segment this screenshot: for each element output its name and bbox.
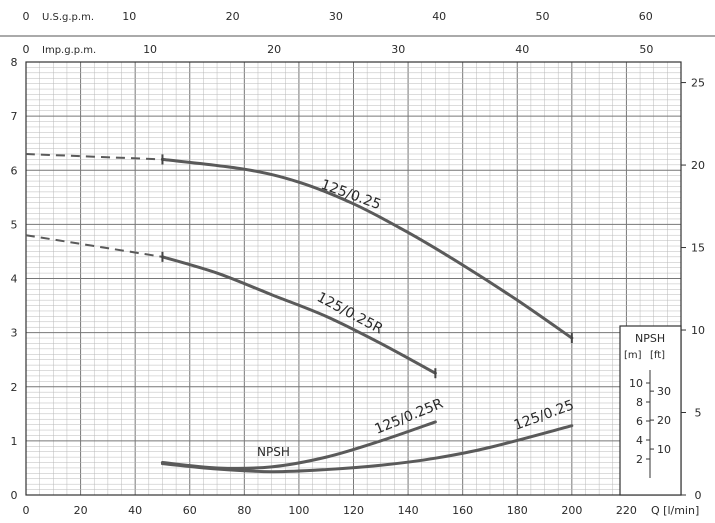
us-gpm-tick-label: 40 [432,10,446,23]
imp-gpm-tick-label: 30 [391,43,405,56]
plot-frame [25,61,682,496]
y-right-tick-label: 10 [691,324,705,337]
y-right-tick-label: 20 [691,159,705,172]
x-tick-label: 40 [128,504,142,517]
top-axes: U.S.g.p.m. Imp.g.p.m. [0,12,715,56]
imp-gpm-tick-label: 40 [515,43,529,56]
npsh-m-tick-label: 2 [636,453,643,466]
series-line-3 [160,424,574,474]
us-gpm-tick-label: 10 [122,10,136,23]
imp-gpm-tick-label: 0 [23,43,30,56]
x-tick-label: 80 [237,504,251,517]
x-tick-label: 160 [452,504,473,517]
x-tick-label: 140 [398,504,419,517]
y-left-tick-label: 5 [11,218,18,231]
x-axis-label: Q [l/min] [651,504,699,517]
x-tick-label: 60 [183,504,197,517]
x-tick-label: 180 [507,504,528,517]
top-tick-labels: 0 10 20 30 40 50 60 0 10 20 30 40 50 [23,10,654,56]
series-line-0 [160,157,574,340]
imp-gpm-tick-label: 10 [143,43,157,56]
y-left-tick-label: 4 [11,273,18,286]
npsh-inset-title: NPSH [635,332,665,345]
npsh-ft-tick-label: 20 [657,414,671,427]
y-left-tick-label: 3 [11,327,18,340]
x-tick-label: 100 [288,504,309,517]
npsh-m-tick-label: 6 [636,415,643,428]
series-line-1 [160,255,437,375]
npsh-m-tick-label: 4 [636,434,643,447]
series-extrapolation-0 [25,153,163,161]
npsh-unit-m: [m] [624,350,642,361]
npsh-scale-inset: NPSH [m] [ft] 2 4 6 8 10 10 20 30 [619,325,682,496]
y-right-tick-label: 15 [691,242,705,255]
us-gpm-tick-label: 60 [639,10,653,23]
label-head-125-025r: 125/0.25R [314,289,386,337]
y-left-tick-label: 0 [11,489,18,502]
x-tick-label: 0 [23,504,30,517]
x-tick-labels: 0 20 40 60 80 100 120 140 160 180 200 220 [23,504,637,517]
npsh-curve-label: NPSH [257,445,290,459]
left-y-tick-labels: 0 1 2 3 4 5 6 7 8 [11,56,18,502]
y-right-tick-label: 25 [691,77,705,90]
y-right-tick-label: 5 [695,407,702,420]
y-left-tick-label: 8 [11,56,18,69]
right-y-tick-labels: 0 5 10 15 20 25 [681,77,705,502]
x-tick-label: 200 [561,504,582,517]
npsh-m-tick-label: 10 [629,377,643,390]
npsh-unit-ft: [ft] [650,350,665,361]
imp-gpm-tick-label: 20 [267,43,281,56]
x-tick-label: 20 [74,504,88,517]
npsh-m-tick-label: 8 [636,396,643,409]
y-left-tick-label: 2 [11,381,18,394]
grid [25,61,682,496]
us-gpm-tick-label: 30 [329,10,343,23]
npsh-inset-ticks: 2 4 6 8 10 10 20 30 [629,377,671,466]
y-left-tick-label: 1 [11,435,18,448]
us-gpm-tick-label: 0 [23,10,30,23]
npsh-ft-tick-label: 10 [657,443,671,456]
label-head-125-025: 125/0.25 [319,177,383,213]
imp-gpm-axis-label: Imp.g.p.m. [42,45,96,56]
y-right-tick-label: 0 [695,489,702,502]
npsh-ft-tick-label: 30 [657,385,671,398]
series-extrapolation-1 [25,234,163,258]
us-gpm-tick-label: 20 [226,10,240,23]
us-gpm-axis-label: U.S.g.p.m. [42,12,94,23]
imp-gpm-tick-label: 50 [639,43,653,56]
y-left-tick-label: 6 [11,164,18,177]
us-gpm-tick-label: 50 [535,10,549,23]
y-left-tick-label: 7 [11,110,18,123]
x-tick-label: 120 [343,504,364,517]
x-tick-label: 220 [616,504,637,517]
curves [25,153,574,474]
